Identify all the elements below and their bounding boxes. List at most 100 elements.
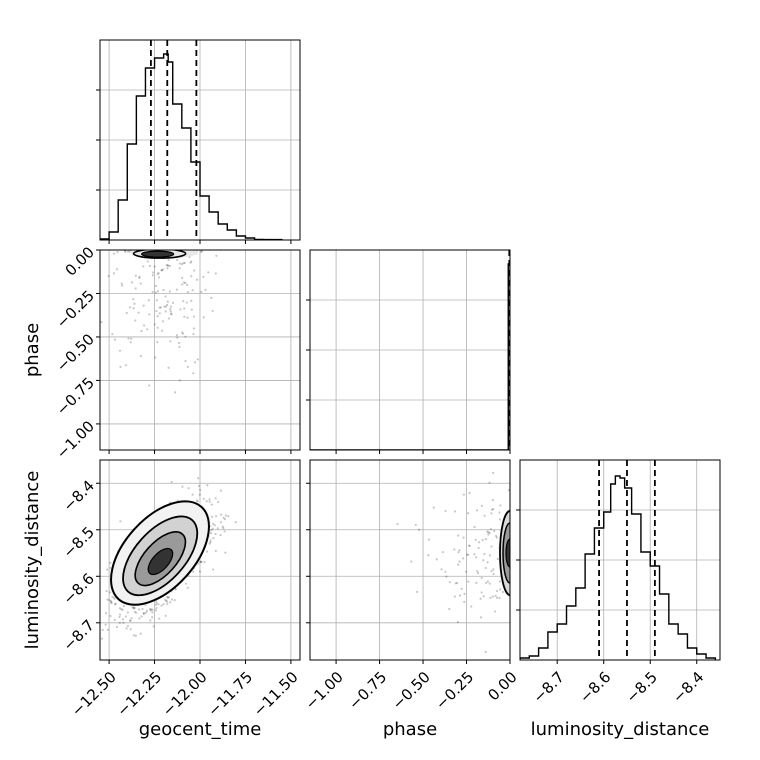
scatter-point: [166, 303, 169, 307]
scatter-point: [487, 533, 490, 536]
scatter-point: [501, 590, 504, 594]
scatter-point: [181, 276, 184, 279]
scatter-point: [140, 615, 143, 618]
scatter-point: [170, 480, 173, 484]
scatter-point: [118, 607, 121, 610]
scatter-point: [200, 560, 203, 564]
scatter-point: [475, 581, 478, 584]
scatter-point: [195, 499, 199, 502]
scatter-point: [132, 307, 135, 310]
histogram-bar: [585, 554, 594, 660]
scatter-point: [119, 365, 122, 368]
scatter-point: [127, 337, 130, 340]
scatter-point: [175, 288, 179, 291]
scatter-point: [158, 617, 161, 620]
scatter-point: [214, 515, 218, 518]
scatter-point: [192, 315, 196, 318]
scatter-point: [139, 282, 142, 285]
scatter-point: [211, 522, 215, 525]
scatter-point: [133, 302, 136, 305]
scatter-point: [221, 525, 224, 528]
scatter-point: [156, 273, 159, 276]
scatter-point: [496, 596, 499, 600]
contour-line: [499, 510, 510, 596]
histogram-bar: [136, 96, 145, 240]
scatter-point: [484, 650, 487, 653]
scatter-point: [234, 521, 237, 524]
histogram-bar: [678, 634, 687, 660]
scatter-point: [154, 603, 158, 606]
histogram-bar: [539, 648, 548, 660]
scatter-point: [164, 295, 167, 298]
scatter-point: [134, 634, 138, 637]
scatter-point: [440, 568, 443, 571]
scatter-point: [169, 310, 172, 313]
y-tick-label: −0.25: [53, 287, 98, 332]
histogram-bar: [127, 144, 136, 240]
scatter-point: [120, 608, 123, 611]
scatter-point: [211, 515, 214, 518]
scatter-point: [208, 500, 211, 503]
scatter-point: [167, 264, 170, 267]
scatter-point: [468, 544, 471, 548]
scatter-point: [162, 268, 165, 271]
scatter-point: [476, 572, 480, 575]
x-tick-label: −12.25: [113, 668, 165, 720]
scatter-point: [153, 265, 156, 268]
scatter-point: [147, 299, 150, 302]
scatter-point: [493, 529, 496, 533]
scatter-point: [465, 570, 468, 573]
scatter-point: [498, 596, 501, 600]
scatter-point: [164, 305, 168, 308]
scatter-point: [184, 359, 187, 363]
scatter-point: [466, 553, 469, 556]
scatter-point: [410, 560, 413, 563]
scatter-point: [116, 250, 119, 254]
scatter-point: [487, 531, 490, 534]
scatter-point: [156, 315, 159, 318]
scatter-point: [181, 331, 184, 334]
scatter-point: [135, 611, 138, 614]
y-tick-label: 0.00: [62, 243, 98, 279]
scatter-point: [448, 607, 451, 611]
scatter-point: [468, 491, 471, 495]
scatter-point: [473, 525, 476, 529]
scatter-point: [489, 528, 493, 531]
scatter-point: [475, 509, 479, 512]
scatter-point: [164, 614, 167, 617]
scatter-point: [180, 262, 183, 266]
scatter-point: [112, 272, 116, 275]
histogram-bar: [669, 624, 678, 660]
scatter-point: [111, 595, 114, 599]
scatter-point: [130, 617, 133, 620]
scatter-point: [456, 534, 460, 537]
scatter-point: [150, 608, 153, 611]
scatter-point: [148, 264, 151, 267]
scatter-point: [156, 340, 159, 344]
scatter-point: [155, 299, 158, 302]
scatter-point: [114, 602, 117, 605]
scatter-point: [222, 516, 225, 520]
scatter-point: [491, 595, 494, 598]
scatter-point: [184, 281, 187, 284]
scatter-point: [161, 320, 165, 323]
scatter-point: [167, 366, 170, 369]
scatter-point: [205, 500, 208, 503]
scatter-point: [132, 634, 135, 637]
scatter-point: [182, 300, 185, 303]
scatter-point: [457, 563, 460, 566]
scatter-point: [111, 333, 114, 336]
scatter-point: [490, 569, 493, 573]
scatter-point: [142, 324, 146, 327]
scatter-point: [492, 508, 495, 511]
y-axis-label-phase: phase: [22, 323, 43, 377]
scatter-point: [133, 606, 136, 610]
scatter-point: [182, 281, 186, 284]
scatter-point: [110, 602, 113, 605]
scatter-point: [149, 619, 152, 622]
scatter-point: [132, 606, 135, 609]
scatter-point: [126, 611, 129, 614]
scatter-point: [453, 595, 456, 598]
scatter-point: [145, 609, 149, 612]
y-tick-label: −0.50: [53, 330, 98, 375]
